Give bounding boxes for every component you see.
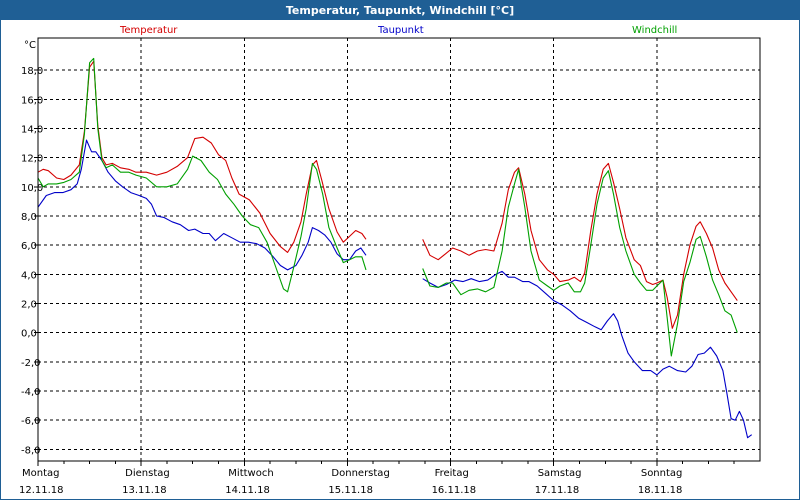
series-line-taupunkt: [37, 139, 753, 439]
x-day-label: Dienstag: [125, 468, 170, 479]
legend: Temperatur Taupunkt Windchill: [119, 25, 677, 36]
chart-title: Temperatur, Taupunkt, Windchill [°C]: [1, 1, 799, 20]
series-line-temperatur: [37, 60, 738, 329]
x-date-label: 15.11.18: [328, 485, 373, 496]
y-tick-label: -6,0: [21, 416, 41, 427]
legend-entry: Temperatur: [119, 25, 178, 36]
y-tick-label: 12,0: [21, 154, 43, 165]
y-tick-label: 8,0: [21, 212, 37, 223]
series-line-windchill: [37, 57, 738, 357]
x-axis: Montag 12.11.18 Dienstag 13.11.18 Mittwoch 14…: [19, 461, 735, 496]
x-date-label: 16.11.18: [432, 485, 477, 496]
y-axis: °C 18,0 16,0 14,0 12,0 10,0 8,0 6,0 4,0 2,0 0,0 -2,…: [21, 40, 43, 456]
y-tick-label: -4,0: [21, 387, 41, 398]
x-date-label: 14.11.18: [225, 485, 270, 496]
legend-entry: Taupunkt: [377, 25, 424, 36]
x-date-label: 18.11.18: [638, 485, 683, 496]
x-day-label: Sonntag: [641, 468, 683, 479]
y-tick-label: 4,0: [21, 270, 37, 281]
grid: [38, 38, 760, 461]
y-tick-label: 2,0: [21, 299, 37, 310]
plot-border: [37, 37, 761, 462]
y-tick-label: 18,0: [21, 66, 43, 77]
legend-entry: Windchill: [632, 25, 677, 36]
y-tick-label: -8,0: [21, 445, 41, 456]
x-day-label: Freitag: [435, 468, 469, 479]
x-date-label: 13.11.18: [122, 485, 167, 496]
y-tick-label: 0,0: [21, 329, 37, 340]
x-day-label: Samstag: [538, 468, 582, 479]
x-day-label: Mittwoch: [228, 468, 273, 479]
y-tick-label: 10,0: [21, 183, 43, 194]
y-axis-unit: °C: [24, 40, 36, 51]
series-lines: [37, 57, 753, 439]
y-tick-label: 6,0: [21, 241, 37, 252]
y-tick-label: 14,0: [21, 124, 43, 135]
x-day-label: Montag: [22, 468, 59, 479]
y-tick-label: 16,0: [21, 95, 43, 106]
x-day-label: Donnerstag: [331, 468, 389, 479]
x-date-label: 12.11.18: [19, 485, 64, 496]
x-date-label: 17.11.18: [535, 485, 580, 496]
y-tick-label: -2,0: [21, 358, 41, 369]
